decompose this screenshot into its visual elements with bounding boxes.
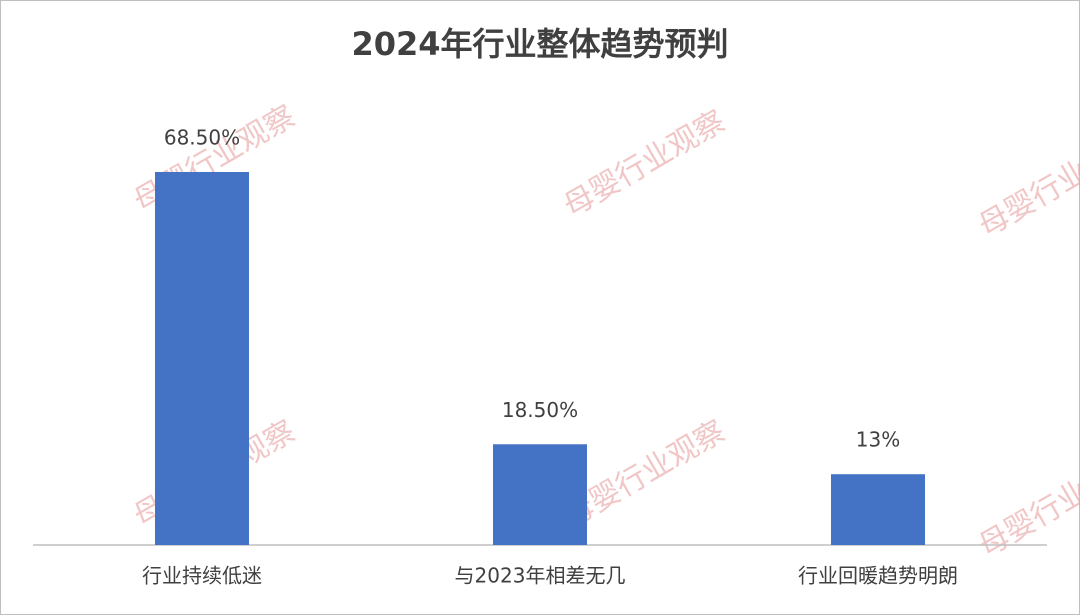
bar [831, 474, 925, 545]
bar [493, 444, 587, 545]
value-label: 18.50% [502, 398, 578, 422]
x-tick-label: 行业持续低迷 [142, 564, 262, 588]
bar [155, 172, 249, 545]
x-tick-label: 与2023年相差无几 [455, 564, 626, 588]
chart-title: 2024年行业整体趋势预判 [351, 25, 728, 63]
x-tick-label: 行业回暖趋势明朗 [798, 564, 958, 588]
value-label: 13% [856, 428, 900, 452]
value-label: 68.50% [164, 126, 240, 150]
